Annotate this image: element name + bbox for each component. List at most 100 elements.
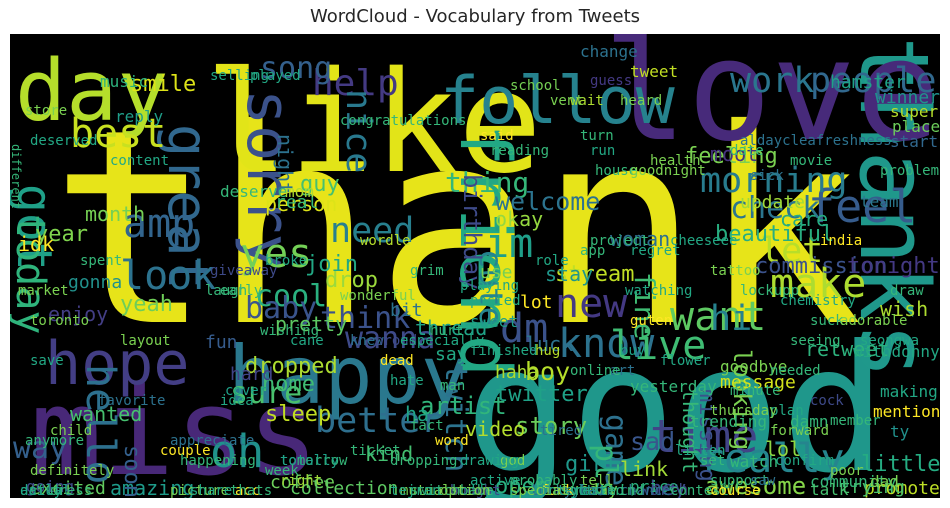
word-tejran: tejran: [390, 483, 441, 498]
word-yesterday: yesterday: [630, 377, 717, 396]
word-regret: regret: [630, 243, 681, 259]
word-tomorrow: tomorrow: [280, 453, 348, 469]
word-house: house: [595, 163, 638, 179]
word-cane: cane: [290, 333, 324, 349]
word-deserve: deserve: [220, 182, 288, 201]
word-role: role: [535, 253, 569, 269]
word-watch: watch: [730, 452, 779, 471]
word-real: real: [275, 192, 319, 213]
word-dad: dad: [870, 472, 899, 491]
word-content: content: [110, 153, 170, 169]
word-day: day: [15, 42, 169, 141]
word-flower: flower: [660, 353, 711, 369]
word-deserved: deserved: [30, 133, 98, 149]
word-twitter: twitter: [495, 382, 588, 407]
word-music: music: [100, 72, 149, 91]
word-broke: broke: [265, 253, 308, 269]
word-little: little: [861, 452, 940, 477]
word-online: online: [570, 363, 621, 379]
word-laugh: laugh: [205, 283, 248, 299]
word-making: making: [880, 382, 938, 401]
word-app: app: [580, 243, 606, 259]
word-appreciate: appreciate: [170, 433, 255, 449]
word-needed: needed: [770, 363, 821, 379]
word-heard: heard: [620, 93, 663, 109]
word-sick: sick: [750, 168, 784, 184]
word-moot: moot: [710, 142, 759, 166]
word-congratulations: congratulations: [340, 113, 467, 129]
word-care: care: [780, 207, 829, 231]
word-work: work: [730, 61, 815, 101]
word-hurt: hurt: [430, 323, 464, 339]
word-think: think: [320, 301, 411, 336]
word-welcome: welcome: [495, 187, 601, 216]
wordcloud-words: thank good thanks like love miss day happy follo…: [10, 34, 940, 498]
word-selling: selling: [210, 68, 270, 84]
word-actual: actual: [20, 483, 71, 498]
word-turn: turn: [580, 128, 614, 144]
word-enjoy: enjoy: [48, 302, 109, 326]
word-woman: woman: [610, 227, 671, 251]
word-make: make: [770, 261, 867, 307]
word-start: start: [890, 132, 939, 151]
word-girl: girl: [565, 452, 618, 477]
word-giveaway: giveaway: [210, 263, 278, 279]
word-goodbye: goodbye: [720, 357, 788, 376]
word-babe: babe: [460, 483, 494, 498]
word-different: different: [10, 144, 23, 210]
word-haha: haha: [495, 362, 539, 383]
word-support: support: [710, 473, 770, 489]
word-hair: hair: [580, 483, 614, 498]
word-excited: excited: [30, 478, 106, 498]
word-guten: guten: [630, 313, 673, 329]
word-plan: plan: [770, 403, 804, 419]
word-pretty: pretty: [275, 312, 348, 336]
word-suck: suck: [810, 313, 844, 329]
word-community: community: [810, 472, 897, 491]
word-switch: switch: [410, 483, 461, 498]
word-say: say: [435, 344, 468, 365]
word-look: look: [120, 253, 217, 299]
word-probably: probably: [510, 473, 578, 489]
word-guess: guess: [590, 73, 633, 89]
word-happening: happening: [180, 453, 256, 469]
word-tell: tell: [580, 473, 614, 489]
word-update: update: [740, 192, 806, 213]
word-mom: mom: [285, 182, 314, 201]
word-fuck: fuck: [540, 483, 574, 498]
word-help: help: [312, 63, 399, 104]
word-yes: yes: [240, 231, 313, 277]
word-luck: luck: [525, 332, 574, 356]
word-thing: thing: [445, 166, 530, 199]
word-draw: draw: [890, 283, 924, 299]
word-oh: oh: [210, 425, 265, 478]
word-sweet: sweet: [470, 312, 519, 331]
word-boy: boy: [525, 357, 571, 386]
word-buy: buy: [620, 343, 646, 359]
word-time: time: [650, 410, 759, 463]
word-bit: bit: [390, 300, 423, 321]
word-daily: daily: [20, 483, 63, 498]
word-word: word: [435, 433, 469, 449]
word-poor: poor: [830, 463, 864, 479]
word-tired: tired: [540, 423, 583, 439]
word-wanna: wanna: [345, 321, 436, 356]
word-wonderful: wonderful: [340, 288, 416, 304]
word-thursday: thursday: [710, 403, 778, 419]
word-year: year: [35, 222, 88, 247]
word-wait: wait: [570, 93, 604, 109]
word-hamster: hamster: [830, 72, 906, 93]
word-said: said: [480, 128, 514, 144]
word-posted: posted: [470, 293, 521, 309]
word-wishing: wishing: [260, 323, 320, 339]
word-lockupp: lockupp: [740, 283, 800, 299]
word-yeah: yeah: [120, 292, 173, 317]
word-member: member: [830, 413, 881, 429]
word-want: want: [670, 294, 767, 340]
word-lol: lol: [765, 437, 802, 461]
word-cool: cool: [255, 279, 328, 314]
word-interested: interested: [540, 483, 625, 498]
word-vent: vent: [550, 93, 584, 109]
word-buddy: buddy: [450, 483, 493, 498]
word-good: good: [465, 309, 887, 498]
